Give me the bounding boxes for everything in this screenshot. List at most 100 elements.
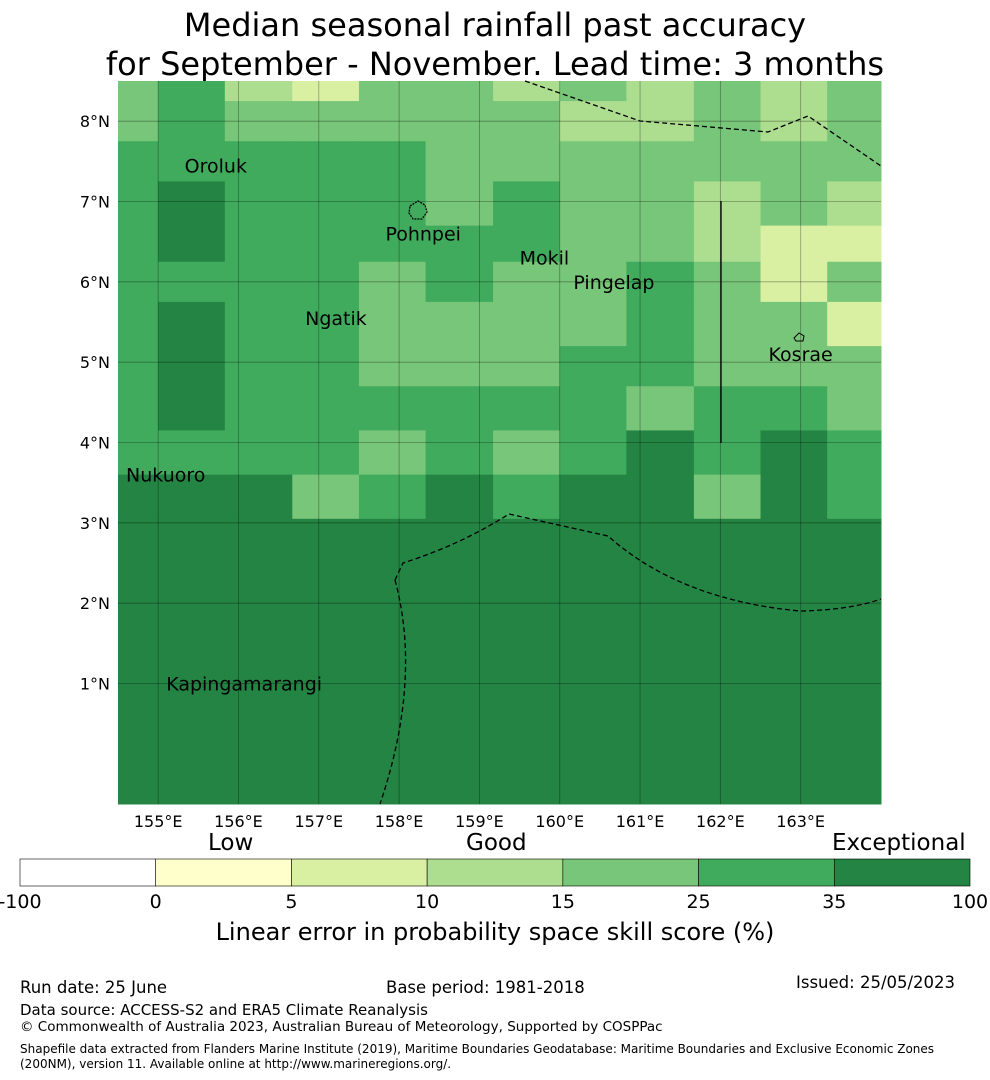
skill-cell <box>559 225 627 263</box>
colorbar-swatch <box>155 858 292 887</box>
longitude-tick-label: 156°E <box>214 812 263 831</box>
skill-cell <box>292 430 360 476</box>
map-title-line-2: for September - November. Lead time: 3 m… <box>105 45 885 83</box>
skill-cell <box>158 430 226 476</box>
skill-cell <box>693 386 762 431</box>
skill-cell <box>493 141 561 182</box>
copyright-notice: © Commonwealth of Australia 2023, Austra… <box>20 1019 663 1035</box>
skill-cell <box>158 261 226 303</box>
skill-cell <box>626 563 695 805</box>
skill-cell <box>292 141 360 182</box>
colorbar-tick-label: 35 <box>822 891 846 913</box>
skill-cell <box>158 81 226 102</box>
colorbar: -100 0 5 10 15 25 35 100 <box>0 858 988 913</box>
skill-cell <box>693 261 762 303</box>
skill-cell <box>118 301 159 347</box>
place-label: Mokil <box>520 248 570 270</box>
skill-cell <box>292 301 360 347</box>
skill-cell <box>158 181 226 227</box>
colorbar-tick-label: 10 <box>415 891 439 913</box>
skill-cell <box>626 430 695 476</box>
skill-cell <box>693 81 762 102</box>
axis-tick-labels: 155°E 156°E 157°E 158°E 159°E 160°E 161°E 162°E… <box>80 112 825 831</box>
graticule <box>118 81 881 804</box>
skill-cell <box>118 225 159 263</box>
skill-cell <box>358 563 427 805</box>
skill-cell <box>358 301 427 347</box>
colorbar-swatch <box>698 858 835 887</box>
skill-cell <box>358 518 427 564</box>
map-title-line-1: Median seasonal rainfall past accuracy <box>183 6 807 44</box>
skill-cell <box>493 386 561 431</box>
skill-cell <box>760 141 828 182</box>
skill-cell <box>693 225 762 263</box>
skill-cell <box>493 81 561 102</box>
skill-cell <box>559 386 627 431</box>
skill-cell <box>493 181 561 227</box>
skill-cell <box>425 261 494 303</box>
longitude-tick-label: 157°E <box>294 812 343 831</box>
base-period: Base period: 1981-2018 <box>386 978 585 997</box>
skill-cell <box>358 346 427 387</box>
skill-cell <box>493 261 561 303</box>
skill-cell <box>693 346 762 387</box>
skill-cell <box>425 386 494 431</box>
skill-cell <box>118 261 159 303</box>
skill-cell <box>760 101 828 142</box>
latitude-tick-label: 3°N <box>80 514 110 533</box>
skill-cell <box>626 225 695 263</box>
skill-cell <box>827 81 882 102</box>
skill-cell <box>358 225 427 263</box>
skill-cell <box>827 101 882 142</box>
skill-cell <box>827 225 882 263</box>
map-features <box>379 80 882 805</box>
skill-cell <box>760 346 828 387</box>
latitude-tick-label: 7°N <box>80 193 110 212</box>
skill-cell <box>693 430 762 476</box>
place-label: Pohnpei <box>385 224 461 246</box>
skill-cell <box>827 430 882 476</box>
skill-cell <box>693 141 762 182</box>
colorbar-tick-label: 5 <box>285 891 297 913</box>
skill-cell <box>224 101 293 142</box>
longitude-tick-label: 159°E <box>455 812 504 831</box>
skill-cell <box>559 101 627 142</box>
skill-cell <box>493 101 561 142</box>
colorbar-heading-low: Low <box>208 830 254 856</box>
run-date: Run date: 25 June <box>20 978 168 997</box>
latitude-tick-label: 4°N <box>80 434 110 453</box>
skill-cell <box>559 181 627 227</box>
skill-cell <box>158 301 226 347</box>
latitude-tick-label: 1°N <box>80 675 110 694</box>
skill-cell <box>224 225 293 263</box>
skill-cell <box>425 563 494 805</box>
colorbar-swatch <box>426 858 564 887</box>
skill-cell <box>626 474 695 520</box>
skill-cell <box>827 518 882 564</box>
place-label: Kosrae <box>769 344 833 366</box>
skill-cell <box>693 518 762 564</box>
skill-cell <box>760 261 828 303</box>
longitude-tick-label: 155°E <box>134 812 183 831</box>
skill-cell <box>425 181 494 227</box>
issued-date: Issued: 25/05/2023 <box>796 973 956 992</box>
eez-boundary-southwest <box>379 579 407 805</box>
skill-cell <box>118 474 159 520</box>
skill-cell <box>626 261 695 303</box>
data-source: Data source: ACCESS-S2 and ERA5 Climate … <box>20 1001 428 1019</box>
skill-cell <box>158 518 226 564</box>
skill-cell <box>626 301 695 347</box>
skill-cell <box>118 518 159 564</box>
longitude-tick-label: 158°E <box>375 812 424 831</box>
skill-cell <box>760 181 828 227</box>
skill-cell <box>693 101 762 142</box>
skill-cell <box>493 225 561 263</box>
skill-cell <box>158 141 226 182</box>
skill-cell <box>292 101 360 142</box>
shapefile-credit-line-2: (200NM), version 11. Available online at… <box>20 1057 452 1071</box>
skill-cell <box>559 474 627 520</box>
skill-cell <box>760 386 828 431</box>
skill-cell <box>292 386 360 431</box>
latitude-tick-label: 2°N <box>80 594 110 613</box>
colorbar-heading-exceptional: Exceptional <box>832 830 966 856</box>
